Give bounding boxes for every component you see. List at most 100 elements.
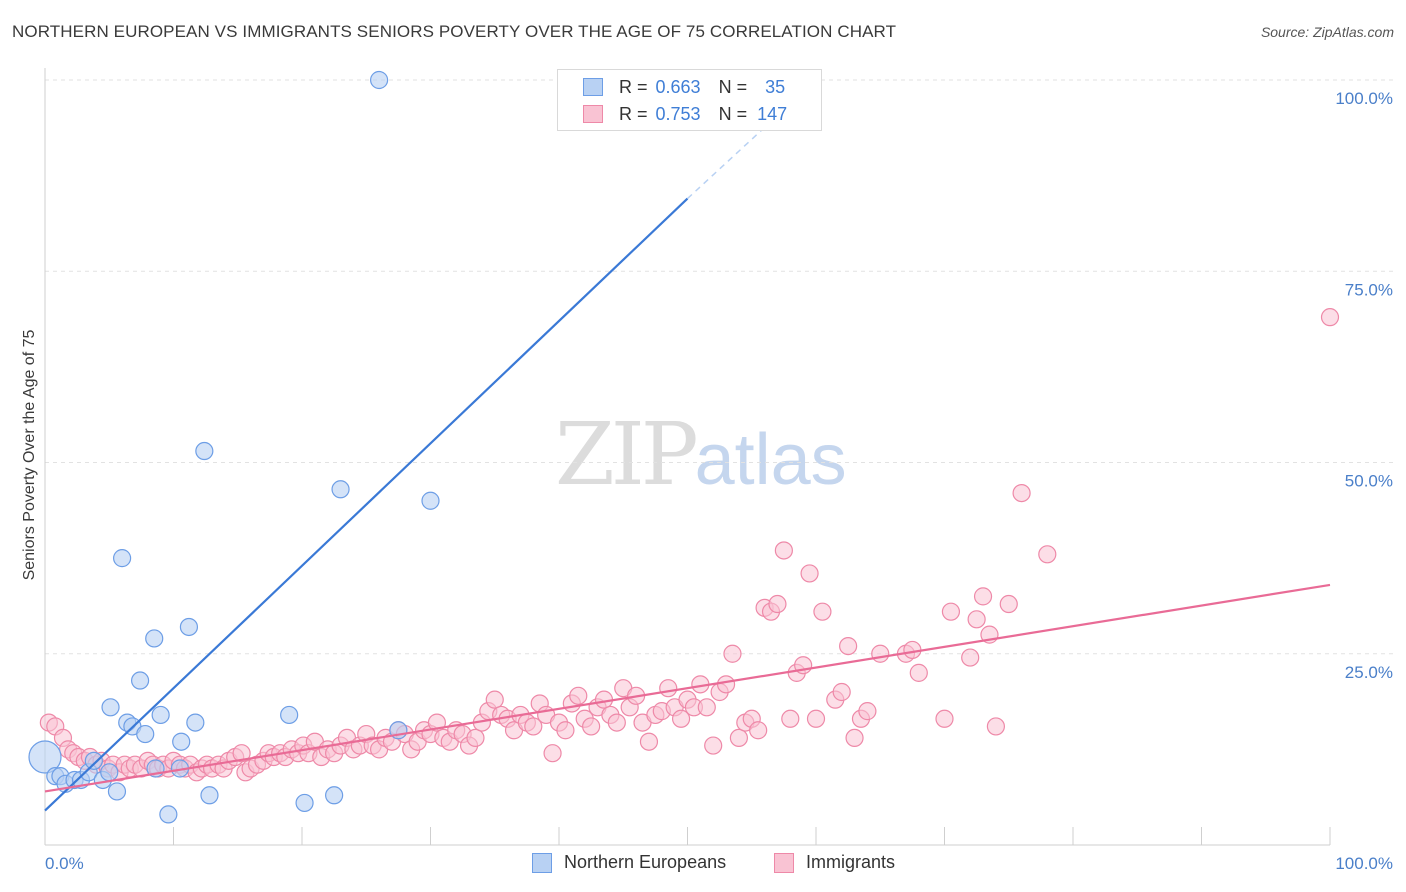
immigrants-point [704, 736, 723, 755]
legend-swatch-blue [583, 78, 603, 96]
watermark-zip: ZIP [555, 405, 699, 505]
northern-europeans-point [136, 724, 155, 744]
immigrants-point [935, 709, 954, 728]
immigrants-point [716, 675, 736, 694]
y-tick-label: 25.0% [1345, 663, 1393, 682]
legend-r-value: 0.663 [655, 76, 701, 97]
x-tick-label: 0.0% [45, 854, 84, 873]
legend-n-label: N = [718, 76, 748, 97]
immigrants-point [1012, 484, 1031, 503]
legend-n-value: 147 [757, 103, 788, 124]
northern-europeans-point [100, 763, 119, 782]
x-tick-labels: 0.0% 100.0% [45, 854, 1393, 873]
immigrants-point [909, 663, 928, 682]
immigrants-point [485, 690, 504, 709]
immigrants-point [832, 682, 851, 702]
northern-europeans-point [151, 705, 170, 725]
northern-europeans-point [130, 671, 150, 690]
immigrants-point [768, 594, 787, 614]
northern-europeans-point [195, 441, 214, 461]
northern-europeans-point [107, 782, 127, 801]
immigrants-point [961, 648, 980, 667]
immigrants-point [729, 728, 749, 748]
northern-europeans-point [421, 491, 440, 510]
immigrants-point [639, 732, 659, 751]
immigrants-point [749, 721, 768, 740]
immigrants-point [800, 564, 819, 583]
immigrants-point [524, 717, 543, 736]
immigrants-point [999, 594, 1018, 614]
immigrants-point [607, 713, 626, 732]
y-tick-labels: 25.0% 50.0% 75.0% 100.0% [1335, 89, 1393, 682]
northern-europeans-point [370, 70, 389, 90]
correlation-legend: R = 0.663 N = 35 R = 0.753 N = 147 [557, 69, 822, 131]
immigrants-point [697, 698, 716, 717]
bottom-legend-swatch-pink [774, 852, 794, 873]
x-tick-label: 100.0% [1335, 854, 1393, 873]
immigrants-point [845, 728, 864, 748]
immigrants-point [973, 587, 993, 606]
y-tick-label: 100.0% [1335, 89, 1393, 108]
y-axis-label: Seniors Poverty Over the Age of 75 [21, 330, 38, 581]
immigrants-point [941, 602, 961, 621]
northern-europeans-point [159, 805, 178, 824]
immigrants-point [1038, 545, 1057, 564]
watermark: ZIPatlas [555, 405, 847, 505]
watermark-atlas: atlas [694, 420, 847, 500]
northern-europeans-trend-line [44, 197, 689, 812]
bottom-legend-label: Northern Europeans [564, 852, 727, 872]
immigrants-point [659, 679, 678, 698]
bottom-legend-northern-europeans: Northern Europeans [532, 852, 726, 873]
bottom-legend-immigrants: Immigrants [774, 852, 895, 873]
northern-europeans-point [112, 549, 132, 568]
immigrants-point [569, 686, 588, 705]
immigrants-point [858, 702, 877, 721]
northern-europeans-point [186, 713, 205, 732]
northern-europeans-point [84, 751, 103, 770]
immigrants-point [871, 644, 890, 663]
bottom-legend-label: Immigrants [806, 852, 896, 872]
immigrants-point [903, 640, 922, 660]
legend-row-northern-europeans: R = 0.663 N = 35 [558, 74, 785, 100]
immigrants-point [582, 717, 601, 736]
northern-europeans-point [145, 629, 164, 648]
immigrants-point [232, 744, 251, 763]
grid-lines [45, 79, 1393, 655]
immigrants-trend-line [44, 583, 1331, 793]
immigrants-point [813, 602, 832, 621]
legend-r-label: R = [619, 103, 648, 124]
axes [44, 68, 1330, 846]
legend-n-label: N = [718, 103, 748, 124]
bottom-legend-swatch-blue [532, 852, 552, 873]
legend-swatch-pink [583, 105, 603, 123]
immigrants-point [1320, 308, 1340, 327]
immigrants-point [466, 728, 485, 748]
immigrants-point [986, 717, 1006, 736]
immigrants-point [839, 636, 858, 656]
immigrants-point [774, 541, 793, 560]
immigrants-point [671, 709, 691, 728]
immigrants-point [723, 644, 742, 663]
immigrants-point [967, 610, 986, 629]
immigrants-point [543, 744, 562, 763]
chart-title: NORTHERN EUROPEAN VS IMMIGRANTS SENIORS … [12, 22, 897, 41]
immigrants-point [806, 709, 826, 728]
northern-europeans-point [179, 617, 199, 637]
northern-europeans-point [325, 786, 344, 805]
northern-europeans-point [280, 705, 299, 725]
northern-europeans-point [101, 698, 120, 717]
x-tick-marks [173, 827, 1331, 845]
northern-europeans-point [172, 732, 191, 751]
immigrants-point [556, 721, 575, 740]
y-tick-label: 75.0% [1345, 280, 1393, 299]
immigrants-points [39, 308, 1340, 782]
northern-europeans-point [200, 786, 219, 805]
y-tick-label: 50.0% [1345, 472, 1393, 491]
legend-r-value: 0.753 [655, 103, 701, 124]
immigrants-point [781, 709, 800, 728]
legend-r-label: R = [619, 76, 648, 97]
northern-europeans-point [295, 793, 314, 813]
legend-n-value: 35 [765, 76, 786, 97]
legend-row-immigrants: R = 0.753 N = 147 [558, 101, 787, 127]
